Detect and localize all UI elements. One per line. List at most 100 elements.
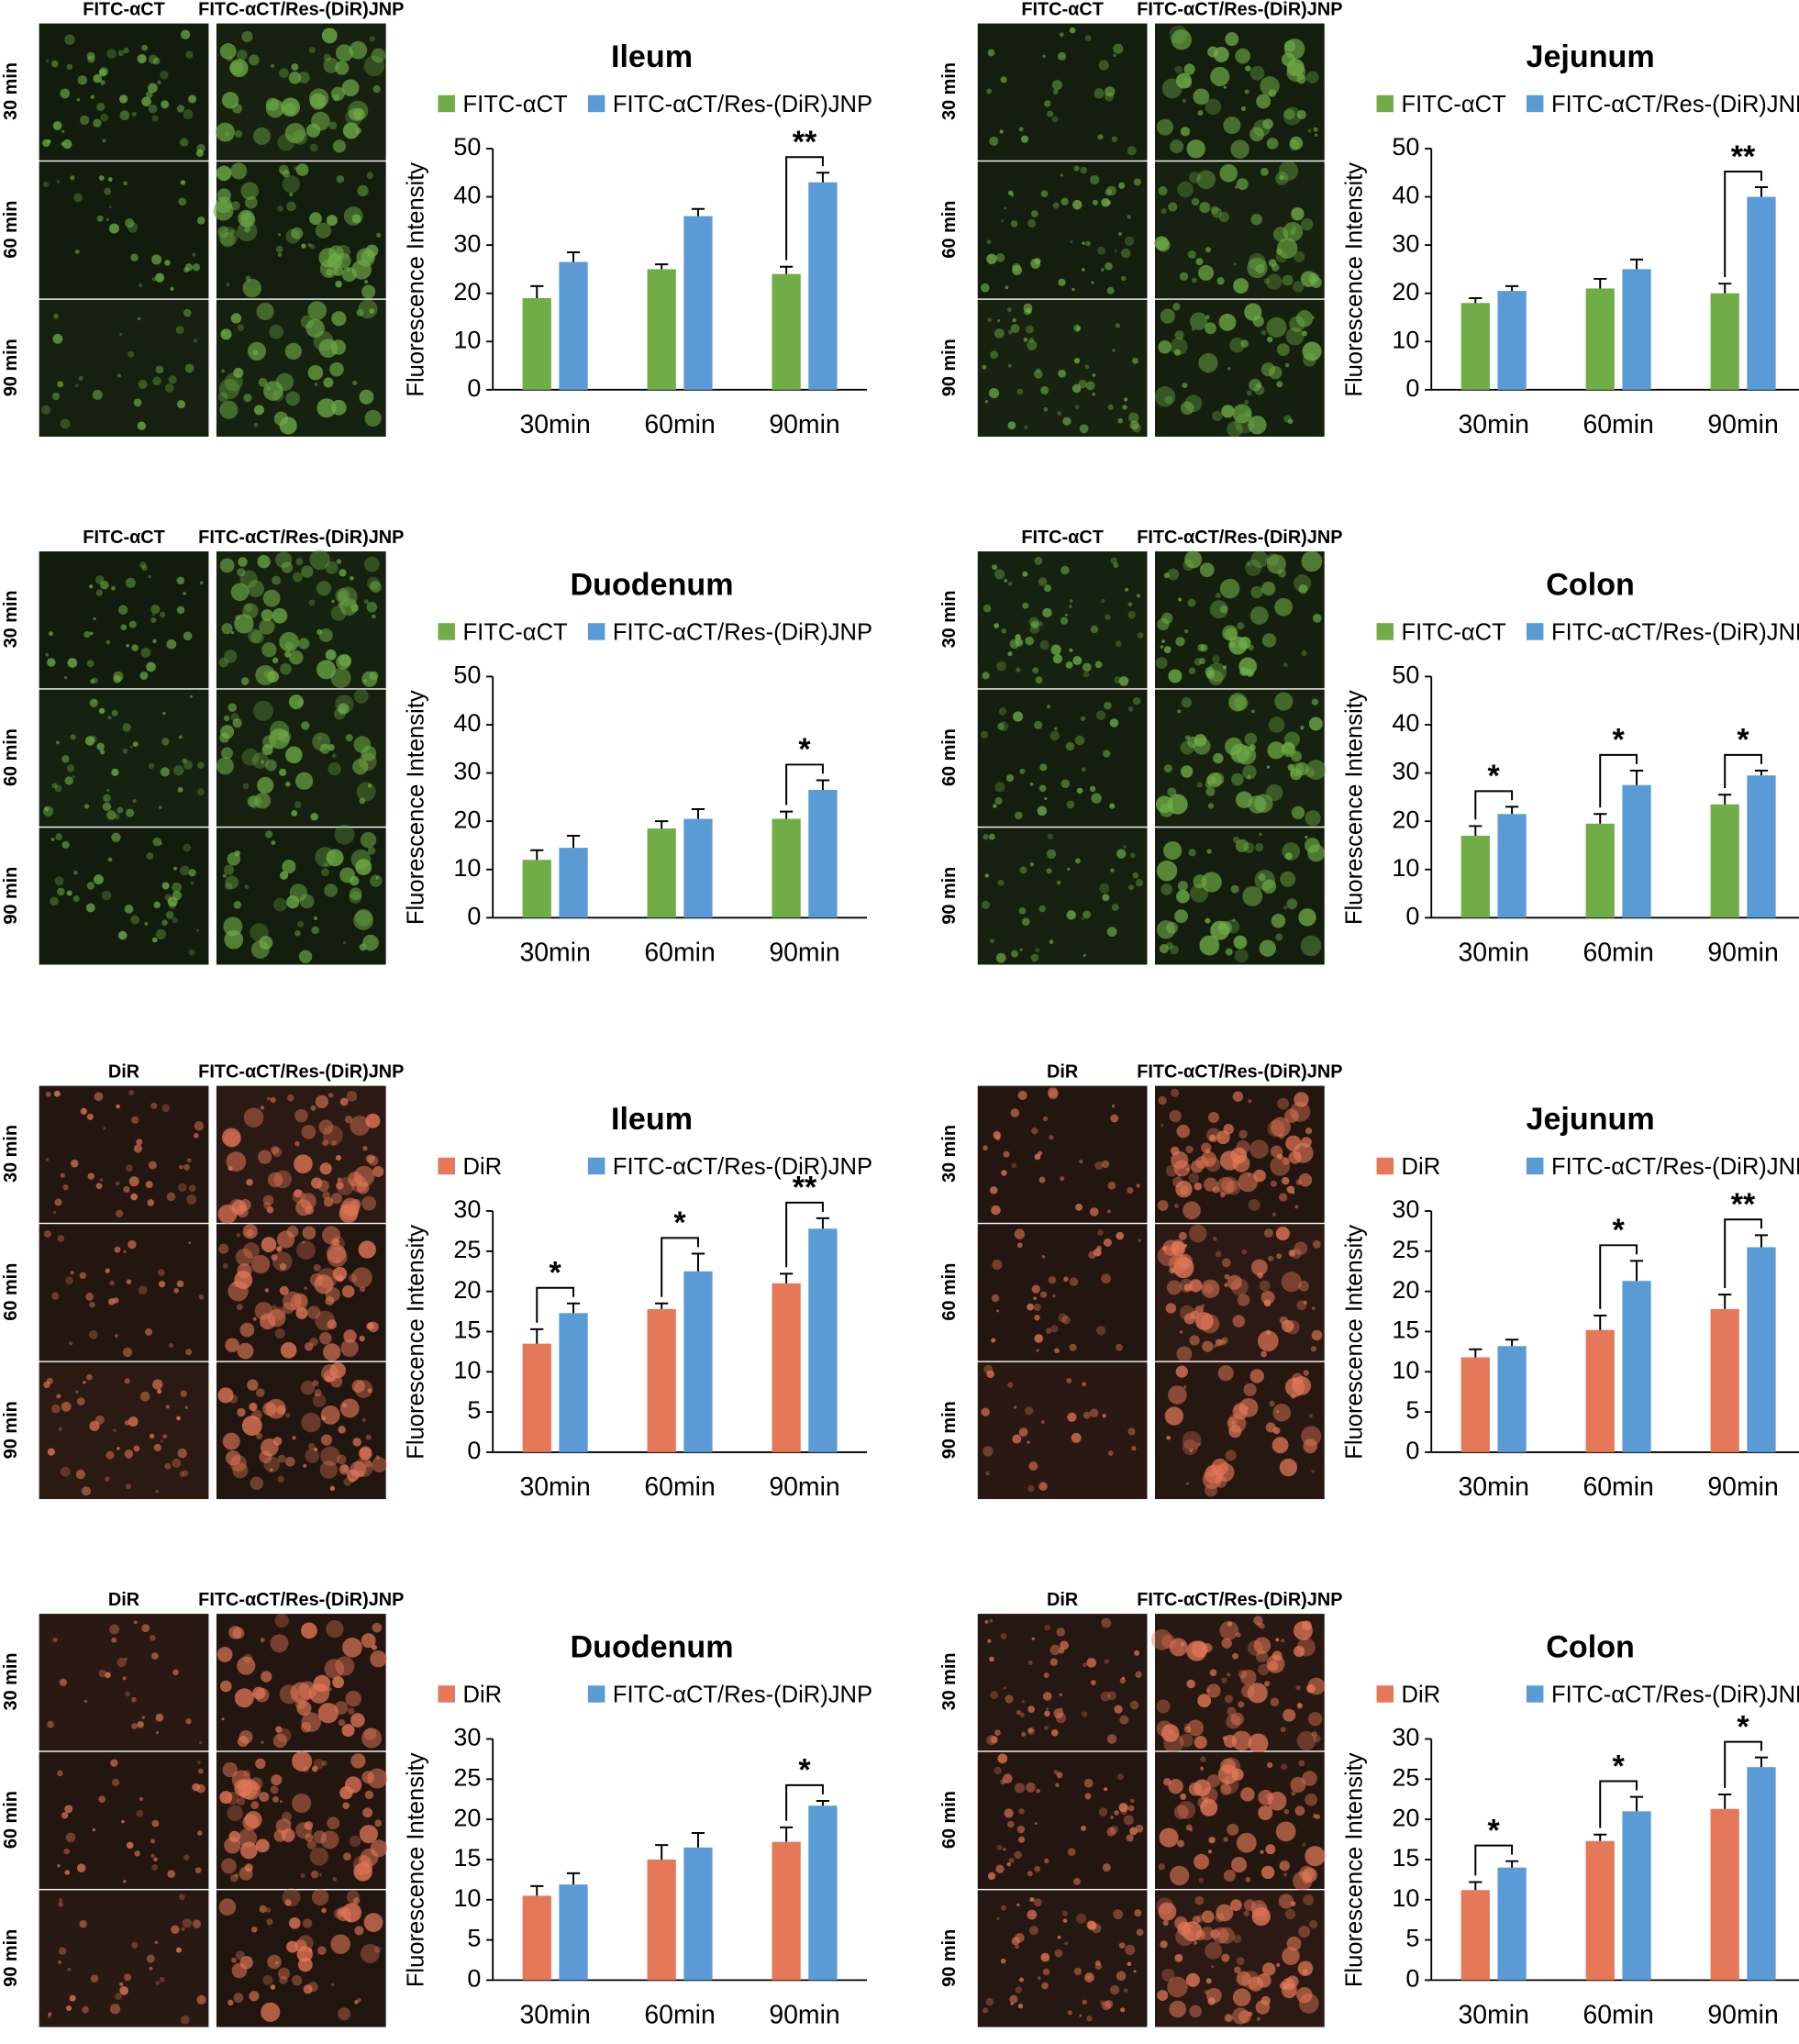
micrograph-spot: [366, 601, 378, 613]
micrograph-spot: [1010, 219, 1018, 228]
micrograph-spot: [1004, 579, 1008, 583]
legend-label: FITC-αCT: [462, 92, 568, 117]
micrograph-spot: [1181, 765, 1194, 778]
micrograph-spot: [128, 620, 137, 628]
micrograph-spot: [136, 1809, 144, 1817]
micrograph-spot: [93, 874, 104, 885]
micrograph-spot: [261, 760, 265, 764]
micrograph-spot: [1122, 405, 1127, 410]
micrograph-spot: [1290, 768, 1303, 781]
micrograph-spot: [1163, 764, 1172, 773]
micrograph-spot: [60, 418, 71, 429]
micrograph-spot: [250, 940, 270, 959]
y-tick-label: 5: [1405, 1925, 1419, 1952]
micrograph-spot: [270, 1096, 276, 1104]
micrograph-spot: [1172, 303, 1181, 311]
micrograph-spot: [1120, 275, 1127, 282]
micrograph-spot: [1242, 885, 1263, 906]
micrograph-spot: [79, 1272, 87, 1280]
micrograph-spot: [1041, 1982, 1049, 1990]
y-tick-label: 15: [1392, 1844, 1419, 1872]
micrograph-spot: [1198, 352, 1218, 373]
micrograph-spot: [1176, 889, 1190, 904]
micrograph-spot: [164, 894, 172, 902]
chart-title: Colon: [1546, 1629, 1635, 1664]
micrograph-bg: [39, 551, 209, 689]
micrograph-spot: [89, 1420, 100, 1432]
micrograph-spot: [115, 1181, 120, 1186]
micrograph-spot: [1206, 1773, 1221, 1788]
micrograph-spot: [308, 599, 316, 606]
micrograph-spot: [364, 1460, 372, 1468]
micrograph-spot: [984, 873, 989, 878]
micrograph-spot: [73, 193, 83, 203]
micrograph-spot: [1194, 1182, 1203, 1191]
micrograph-bg: [977, 689, 1148, 827]
image-column-label: FITC-αCT/Res-(DiR)JNP: [198, 1062, 404, 1083]
micrograph-spot: [1205, 1941, 1223, 1960]
micrograph-spot: [994, 796, 1003, 805]
micrograph-spot: [301, 1412, 321, 1433]
micrograph-spot: [1218, 211, 1230, 223]
bar: [1747, 196, 1776, 390]
bar: [1460, 835, 1490, 918]
micrograph-spot: [147, 1199, 155, 1206]
error-bar: [1629, 258, 1644, 270]
bar: [1622, 1811, 1651, 1981]
micrograph-spot: [370, 874, 383, 887]
micrograph: [216, 23, 386, 161]
image-row-label: 90 min: [1, 867, 21, 925]
micrograph-spot: [1284, 1377, 1305, 1397]
micrograph-spot: [336, 1906, 351, 1922]
micrograph-spot: [101, 890, 112, 901]
micrograph-spot: [347, 1172, 362, 1187]
micrograph-spot: [52, 121, 62, 130]
micrograph-spot: [1118, 182, 1126, 189]
micrograph-spot: [330, 605, 347, 621]
micrograph-spot: [1053, 1770, 1059, 1774]
micrograph-spot: [332, 1676, 344, 1689]
micrograph-bg: [39, 1751, 209, 1889]
micrograph-spot: [1298, 1993, 1319, 2014]
micrograph-spot: [186, 1194, 197, 1205]
micrograph-spot: [1167, 568, 1180, 581]
micrograph-spot: [302, 1918, 313, 1928]
micrograph-spot: [1084, 1972, 1094, 1983]
bar: [1710, 1808, 1739, 1981]
micrograph-spot: [1248, 1976, 1263, 1992]
micrograph-spot: [1027, 339, 1038, 350]
micrograph-spot: [160, 70, 169, 80]
micrograph-spot: [119, 1982, 124, 1986]
micrograph-spot: [54, 876, 64, 886]
micrograph-spot: [997, 1753, 1008, 1764]
micrograph-spot: [220, 328, 232, 340]
image-row-label: 30 min: [1, 590, 21, 648]
micrograph-spot: [138, 317, 141, 321]
micrograph-spot: [1302, 1620, 1312, 1631]
micrograph-spot: [342, 1638, 362, 1658]
micrograph-spot: [196, 1783, 205, 1794]
micrograph-spot: [1169, 945, 1179, 955]
micrograph-spot: [1295, 310, 1314, 328]
micrograph-spot: [226, 1791, 239, 1805]
micrograph-spot: [1111, 136, 1118, 142]
micrograph-spot: [239, 1322, 255, 1338]
micrograph-spot: [42, 181, 50, 188]
micrograph-spot: [1247, 257, 1268, 279]
micrograph-spot: [1046, 849, 1057, 859]
micrograph-spot: [117, 930, 128, 940]
micrograph-spot: [266, 1918, 273, 1926]
micrograph-spot: [1026, 1782, 1036, 1793]
micrograph-spot: [1038, 1482, 1048, 1491]
micrograph-spot: [1007, 651, 1013, 657]
micrograph-spot: [1213, 752, 1224, 764]
micrograph-spot: [1169, 1729, 1175, 1736]
micrograph-spot: [239, 1956, 253, 1970]
micrograph-spot: [1166, 1280, 1182, 1295]
micrograph-spot: [1050, 1325, 1059, 1333]
micrograph-spot: [69, 1994, 76, 2002]
y-tick-label: 0: [1405, 374, 1419, 402]
micrograph-spot: [349, 107, 362, 121]
micrograph-spot: [124, 1658, 128, 1661]
micrograph-spot: [367, 1388, 372, 1394]
